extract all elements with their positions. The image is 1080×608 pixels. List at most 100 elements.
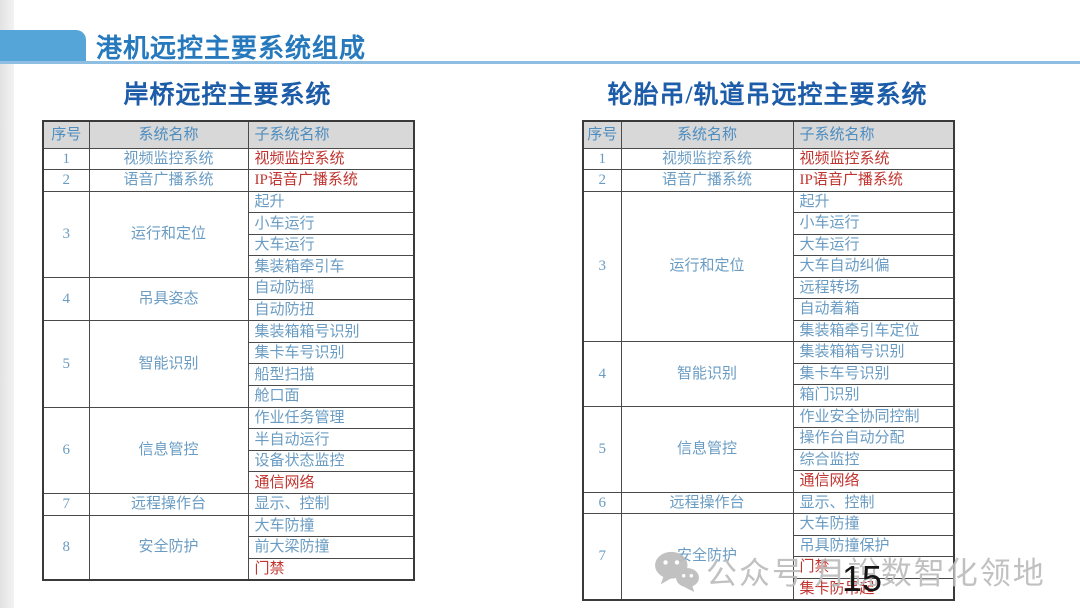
subsystem-cell: 起升 <box>792 190 955 213</box>
table-row: 设备状态监控 <box>43 449 415 473</box>
table-row: 小车运行 <box>43 212 415 235</box>
system-name-cell: 安全防护 <box>620 513 794 600</box>
row-number-cell: 4 <box>582 341 622 407</box>
rtg-rmg-table-section: 轮胎吊/轨道吊远控主要系统 序号 系统名称 子系统名称 1 视频监控系统 视频监控系… <box>582 82 955 601</box>
column-header-system: 系统名称 <box>88 120 249 149</box>
row-number-cell: 3 <box>582 190 622 342</box>
subsystem-cell: 集卡防吊起 <box>792 577 955 600</box>
table-row: 半自动运行 <box>43 428 415 451</box>
subsystem-cell: 箱门识别 <box>792 384 955 407</box>
subsystem-cell: 自动防摇 <box>247 277 415 300</box>
subsystem-cell: 设备状态监控 <box>247 449 415 473</box>
system-name-cell: 运行和定位 <box>620 190 794 342</box>
system-name-cell: 信息管控 <box>620 405 794 493</box>
table-row: 船型扫描 <box>43 363 415 387</box>
subsystem-cell: 综合监控 <box>792 448 955 471</box>
table-row: 大车自动纠偏 <box>583 255 955 278</box>
row-number-cell: 6 <box>42 406 90 495</box>
subsystem-cell: 自动防扭 <box>247 298 415 322</box>
subsystem-cell: 大车防撞 <box>792 513 955 536</box>
subsystem-cell: 显示、控制 <box>792 491 955 514</box>
table-row: 6 信息管控 作业任务管理 <box>42 406 415 495</box>
row-number-cell: 1 <box>582 147 622 170</box>
subsystem-cell: IP语音广播系统 <box>792 169 955 192</box>
header-tab-accent <box>0 30 86 63</box>
table-row: 吊具防撞保护 <box>583 534 955 557</box>
table-row: 前大梁防撞 <box>43 536 415 559</box>
subsystem-cell: 吊具防撞保护 <box>792 534 955 557</box>
table-row: 7 远程操作台 显示、控制 <box>42 493 415 516</box>
table-row: 集卡防吊起 <box>583 577 955 600</box>
subsystem-cell: 作业任务管理 <box>247 406 415 430</box>
subsystem-cell: 集装箱箱号识别 <box>247 320 415 343</box>
watermark: 公众号 月說数智化领地 <box>654 548 1046 593</box>
subsystem-cell: 起升 <box>247 190 415 214</box>
subsystem-cell: 集装箱牵引车定位 <box>792 319 955 342</box>
subsystem-cell: 集装箱牵引车 <box>247 255 415 279</box>
table-row: 门禁 <box>43 557 415 581</box>
subsystem-cell: IP语音广播系统 <box>247 169 415 192</box>
table-row: 集装箱牵引车定位 <box>583 319 955 342</box>
subsystem-cell: 半自动运行 <box>247 428 415 451</box>
subsystem-cell: 舱口面 <box>247 385 415 408</box>
system-name-cell: 视频监控系统 <box>620 147 794 170</box>
subsystem-cell: 自动着箱 <box>792 298 955 321</box>
subsystem-cell: 操作台自动分配 <box>792 427 955 450</box>
table-row: 操作台自动分配 <box>583 427 955 450</box>
column-header-no: 序号 <box>582 120 622 149</box>
subsystem-cell: 显示、控制 <box>247 493 415 516</box>
subsystem-cell: 门禁 <box>792 556 955 579</box>
subsystem-cell: 大车防撞 <box>247 514 415 538</box>
row-number-cell: 2 <box>582 169 622 192</box>
wechat-icon <box>654 550 700 592</box>
table-row: 小车运行 <box>583 212 955 235</box>
subsystem-cell: 集卡车号识别 <box>792 362 955 385</box>
subsystem-cell: 视频监控系统 <box>247 147 415 171</box>
page-title: 港机远控主要系统组成 <box>96 33 367 63</box>
row-number-cell: 1 <box>42 147 90 171</box>
table-row: 5 信息管控 作业安全协同控制 <box>582 405 955 493</box>
system-name-cell: 运行和定位 <box>88 190 249 279</box>
row-number-cell: 8 <box>42 514 90 581</box>
row-number-cell: 7 <box>42 493 90 516</box>
table-row: 大车运行 <box>583 233 955 256</box>
subsystem-cell: 小车运行 <box>247 212 415 235</box>
table-row: 集卡车号识别 <box>583 362 955 385</box>
system-name-cell: 信息管控 <box>88 406 249 495</box>
table-row: 集装箱牵引车 <box>43 255 415 279</box>
subsystem-cell: 集卡车号识别 <box>247 341 415 365</box>
system-name-cell: 安全防护 <box>88 514 249 581</box>
table-row: 综合监控 <box>583 448 955 471</box>
system-name-cell: 远程操作台 <box>88 493 249 516</box>
system-name-cell: 视频监控系统 <box>88 147 249 171</box>
system-name-cell: 语音广播系统 <box>88 169 249 192</box>
subsystem-cell: 通信网络 <box>247 471 415 494</box>
subsystem-cell: 大车自动纠偏 <box>792 255 955 278</box>
column-header-subsystem: 子系统名称 <box>247 120 415 149</box>
column-header-no: 序号 <box>42 120 90 149</box>
row-number-cell: 2 <box>42 169 90 192</box>
table-row: 7 安全防护 大车防撞 <box>582 513 955 600</box>
row-number-cell: 7 <box>582 513 622 600</box>
table-row: 2 语音广播系统 IP语音广播系统 <box>42 169 415 192</box>
table-row: 8 安全防护 大车防撞 <box>42 514 415 581</box>
subsystem-cell: 门禁 <box>247 557 415 581</box>
row-number-cell: 6 <box>582 491 622 514</box>
table-row: 3 运行和定位 起升 <box>582 190 955 342</box>
table-row: 1 视频监控系统 视频监控系统 <box>42 147 415 171</box>
table-header-row: 序号 系统名称 子系统名称 <box>42 120 415 149</box>
table-row: 5 智能识别 集装箱箱号识别 <box>42 320 415 408</box>
header-underline <box>0 61 1080 64</box>
table-row: 1 视频监控系统 视频监控系统 <box>582 147 955 170</box>
column-header-system: 系统名称 <box>620 120 794 149</box>
rtg-rmg-table-title: 轮胎吊/轨道吊远控主要系统 <box>607 82 928 109</box>
system-name-cell: 远程操作台 <box>620 491 794 514</box>
subsystem-cell: 远程转场 <box>792 276 955 299</box>
subsystem-cell: 集装箱箱号识别 <box>792 341 955 364</box>
subsystem-cell: 前大梁防撞 <box>247 536 415 559</box>
table-row: 3 运行和定位 起升 <box>42 190 415 279</box>
subsystem-cell: 大车运行 <box>247 233 415 257</box>
system-name-cell: 智能识别 <box>620 341 794 407</box>
quay-crane-table-title: 岸桥远控主要系统 <box>123 82 332 109</box>
